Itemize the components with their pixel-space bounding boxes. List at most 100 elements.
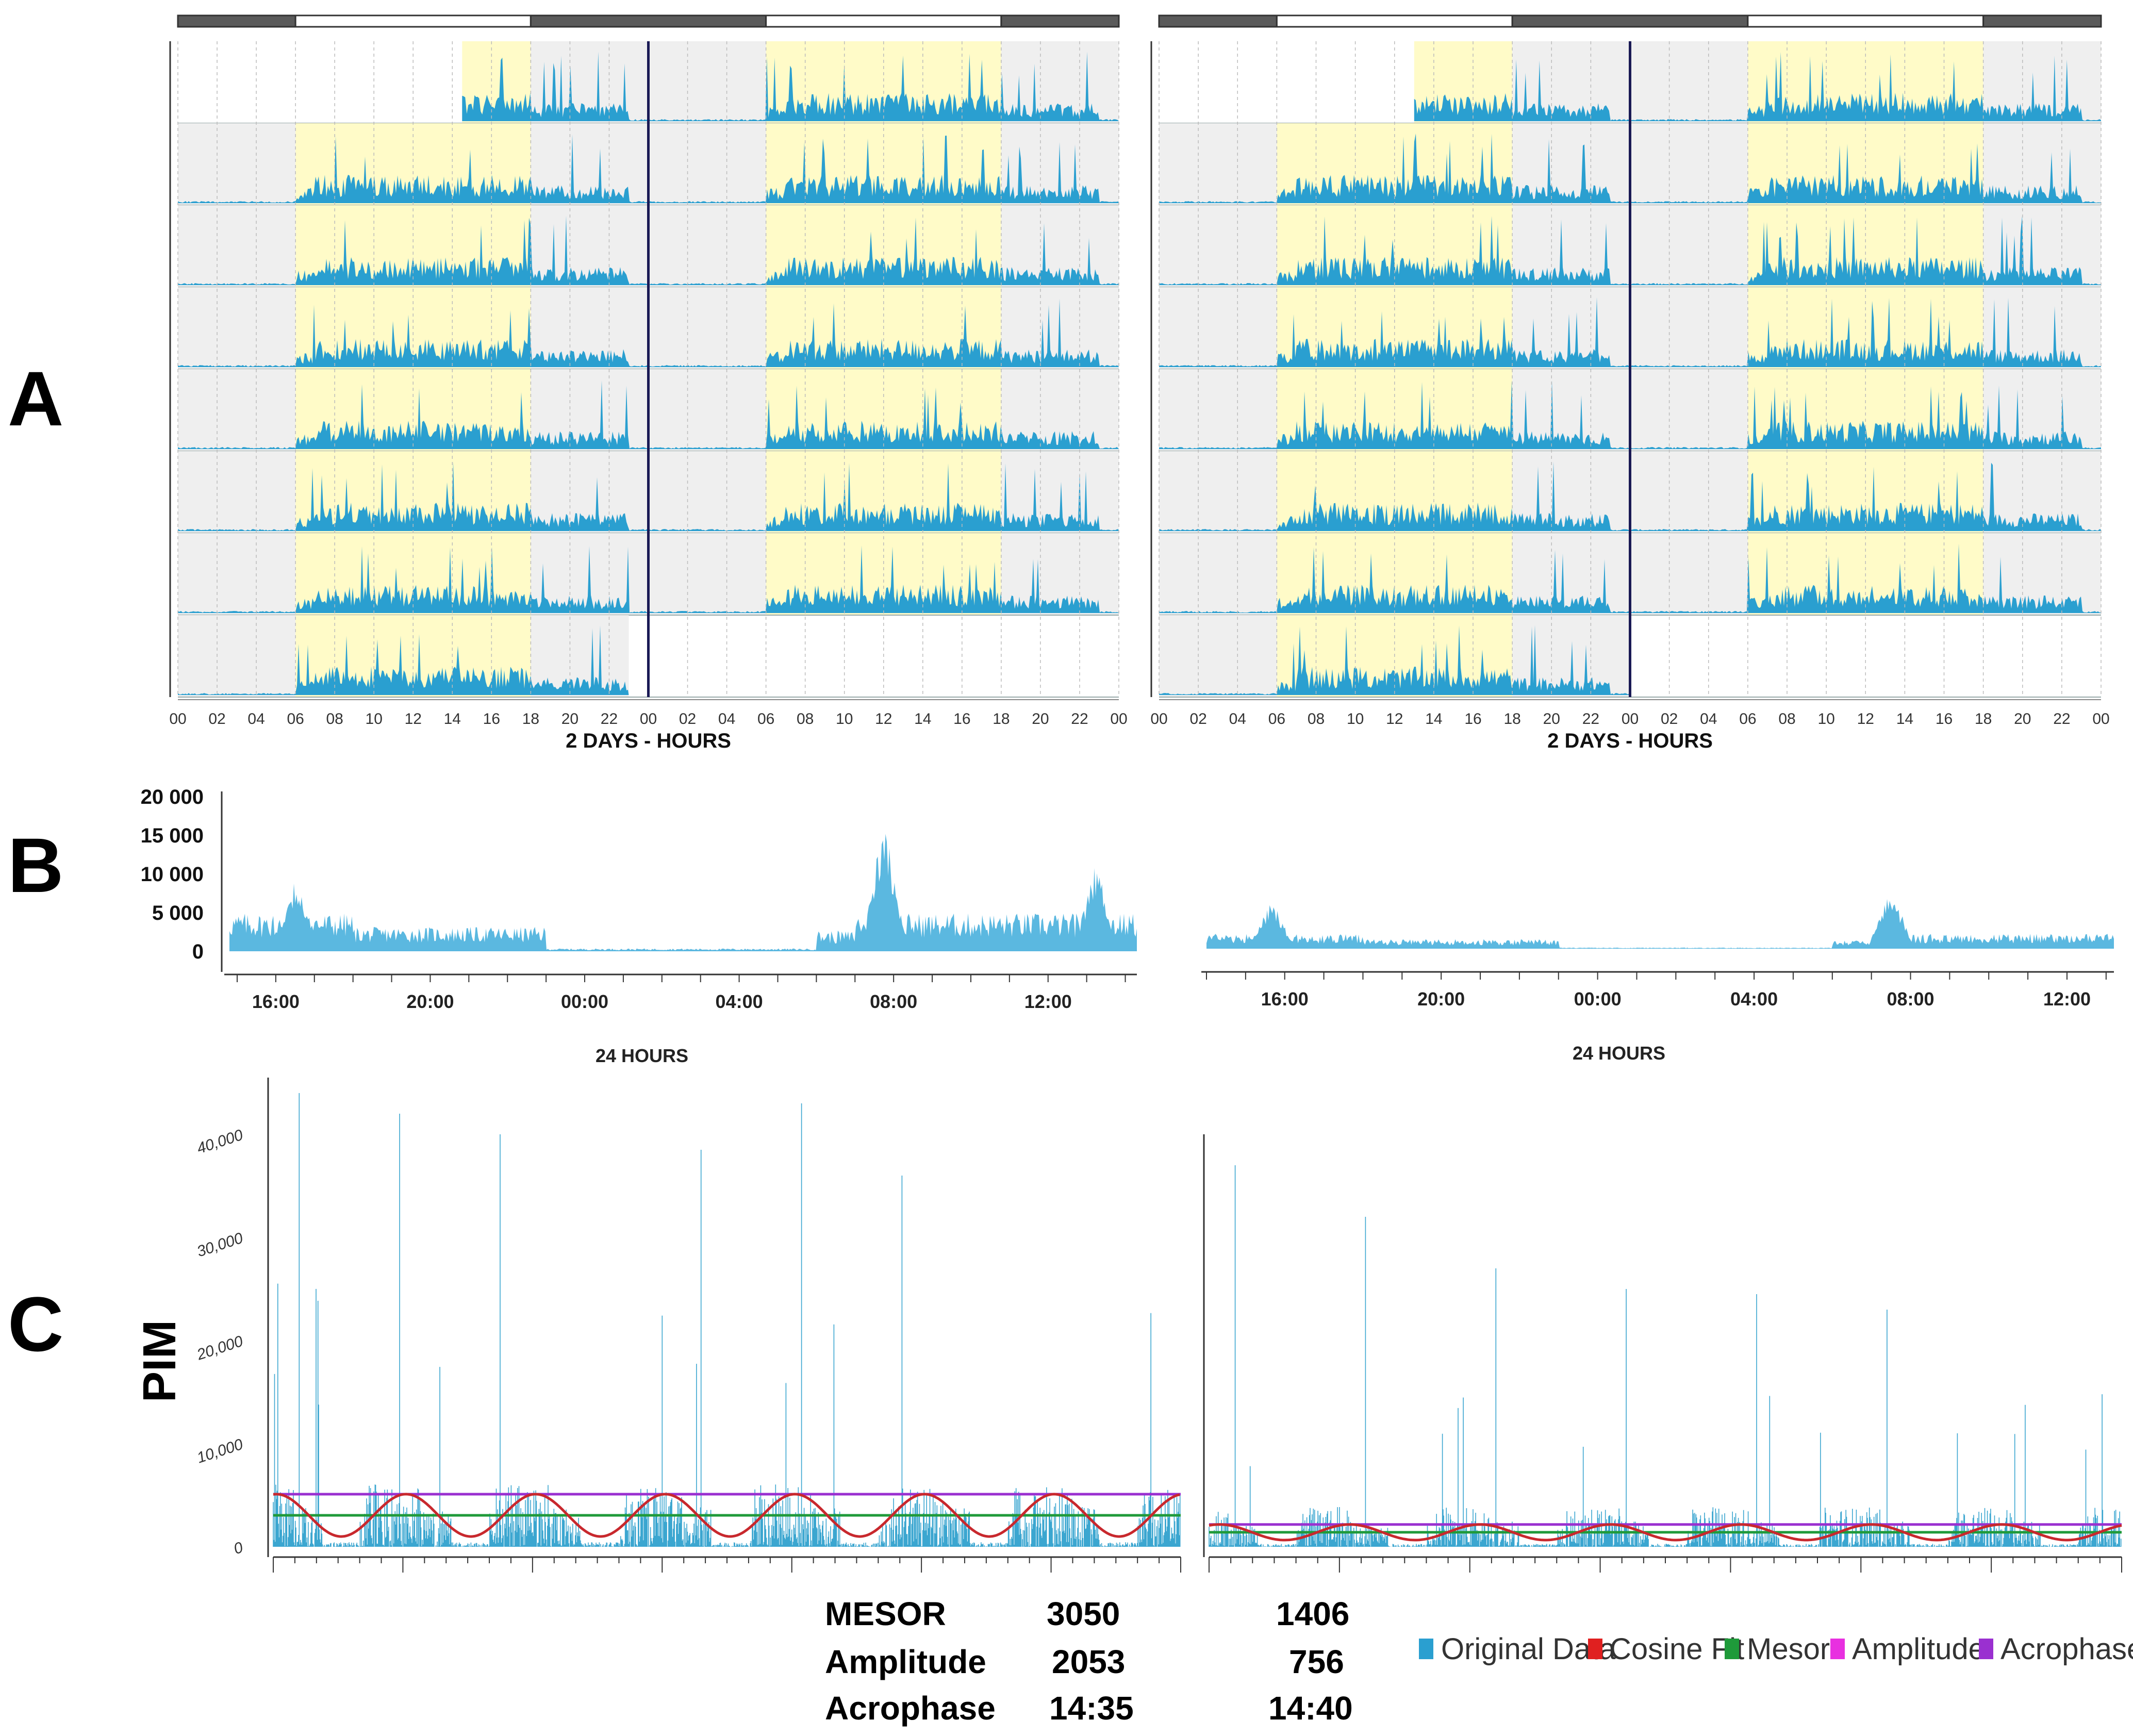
- light-dark-bar-segment: [1276, 14, 1513, 28]
- actogram-x-tick-label: 04: [718, 710, 735, 728]
- actogram-x-tick-label: 22: [2053, 710, 2070, 728]
- actogram-x-tick-label: 22: [601, 710, 618, 728]
- light-dark-bar-segment: [1511, 14, 1749, 28]
- light-dark-bar-segment: [1158, 14, 1278, 28]
- actogram-phase-shading: [178, 123, 296, 205]
- light-dark-bar-segment: [530, 14, 767, 28]
- actogram-phase-shading: [1159, 205, 1277, 287]
- light-dark-bar-segment: [1982, 14, 2102, 28]
- profile-x-tick-label: 20:00: [406, 991, 454, 1012]
- actogram-x-tick-label: 12: [1857, 710, 1874, 728]
- actogram-phase-shading: [1630, 123, 1748, 205]
- activity-profile-left: 20 000 15 000 10 000 5 000 0 16:00 20:00 00:00 0…: [141, 786, 1137, 1066]
- cosinor-y-tick-label: 20,000: [194, 1333, 245, 1364]
- actogram-phase-shading: [648, 533, 766, 615]
- actogram-phase-shading: [1630, 533, 1748, 615]
- profile-activity-area: [229, 834, 1137, 951]
- legend-label-amplitude: Amplitude: [1852, 1632, 1985, 1666]
- cosinor-plot-left: 0 10,000 20,000 30,000 40,000 PIM: [134, 1078, 1181, 1573]
- actogram-x-tick-label: 08: [1308, 710, 1325, 728]
- actogram-phase-shading: [1983, 123, 2101, 205]
- actogram-x-tick-label: 20: [1032, 710, 1049, 728]
- profile-y-tick-label: 0: [192, 940, 204, 963]
- actogram-x-tick-label: 06: [757, 710, 774, 728]
- profile-x-tick-label: 04:00: [716, 991, 763, 1012]
- actogram-phase-shading: [1001, 533, 1119, 615]
- actogram-x-tick-label: 00: [640, 710, 657, 728]
- actogram-activity-row: [462, 52, 1119, 121]
- profile-x-axis-title: 24 HOURS: [1573, 1043, 1665, 1064]
- cosinor-cosine-fit: [1209, 1523, 2122, 1542]
- profile-x-tick-label: 12:00: [2043, 988, 2091, 1010]
- actogram-x-tick-label: 14: [1896, 710, 1913, 728]
- actogram-x-tick-label: 10: [1817, 710, 1834, 728]
- profile-x-tick-label: 12:00: [1024, 991, 1072, 1012]
- actogram-x-tick-label: 16: [953, 710, 970, 728]
- actogram-x-tick-label: 08: [797, 710, 814, 728]
- actogram-phase-shading: [178, 615, 296, 697]
- actogram-x-tick-label: 20: [561, 710, 578, 728]
- cosinor-y-tick-label: 30,000: [195, 1230, 245, 1261]
- actogram-phase-shading: [1159, 369, 1277, 451]
- actogram-activity-row: [178, 625, 629, 695]
- light-dark-bar-segment: [1000, 14, 1120, 28]
- legend-swatch-mesor: [1725, 1639, 1739, 1659]
- actogram-phase-shading: [1512, 123, 1630, 205]
- actogram-x-tick-label: 14: [1425, 710, 1442, 728]
- profile-y-tick-label: 5 000: [152, 902, 204, 924]
- actogram-phase-shading: [178, 205, 296, 287]
- actogram-phase-shading: [178, 451, 296, 533]
- cosinor-original-data: [273, 1093, 1181, 1547]
- actogram-phase-shading: [1159, 533, 1277, 615]
- light-dark-bar-segment: [1747, 14, 1985, 28]
- light-dark-bar-segment: [294, 14, 532, 28]
- actogram-x-tick-label: 08: [1778, 710, 1795, 728]
- actogram-phase-shading: [1630, 41, 1748, 123]
- actogram-x-tick-label: 04: [1229, 710, 1246, 728]
- actogram-x-tick-label: 12: [875, 710, 892, 728]
- actogram-phase-shading: [1983, 41, 2101, 123]
- actogram-x-tick-label: 18: [993, 710, 1010, 728]
- cosinor-stats-table: MESOR 3050 1406 Amplitude 2053 756 Acrop…: [825, 1595, 1353, 1727]
- legend-swatch-acrophase: [1979, 1639, 1993, 1659]
- actogram-x-tick-label: 18: [1975, 710, 1992, 728]
- actogram-x-tick-label: 04: [1700, 710, 1717, 728]
- light-dark-bar-segment: [765, 14, 1002, 28]
- stat-label-acrophase: Acrophase: [825, 1690, 996, 1727]
- actogram-x-tick-label: 00: [2092, 710, 2109, 728]
- cosinor-y-tick-label: 40,000: [195, 1127, 245, 1158]
- actogram-x-tick-label: 20: [1543, 710, 1560, 728]
- actogram-phase-shading: [1983, 287, 2101, 369]
- actogram-x-tick-label: 16: [1464, 710, 1481, 728]
- profile-y-tick-label: 15 000: [141, 824, 204, 847]
- actogram-phase-shading: [178, 533, 296, 615]
- actogram-x-tick-label: 12: [1386, 710, 1403, 728]
- actogram-x-tick-label: 12: [405, 710, 422, 728]
- actogram-x-tick-label: 02: [679, 710, 696, 728]
- actogram-x-tick-label: 16: [483, 710, 500, 728]
- actogram-phase-shading: [1630, 369, 1748, 451]
- actogram-phase-shading: [1159, 123, 1277, 205]
- panel-label-a: A: [8, 355, 63, 442]
- actogram-phase-shading: [531, 287, 649, 369]
- activity-profile-right: 16:00 20:00 00:00 04:00 08:00 12:00 24 HOURS: [1201, 899, 2114, 1064]
- actogram-x-axis-title: 2 DAYS - HOURS: [1547, 730, 1713, 752]
- legend-swatch-cosine-fit: [1588, 1639, 1602, 1659]
- legend-swatch-original-data: [1419, 1639, 1433, 1659]
- actogram-x-tick-label: 00: [169, 710, 186, 728]
- profile-x-tick-label: 04:00: [1730, 988, 1778, 1010]
- actogram-activity-row: [1159, 297, 2101, 367]
- actogram-activity-row: [178, 216, 1119, 285]
- legend-swatch-amplitude: [1830, 1639, 1845, 1659]
- actogram-phase-shading: [1630, 205, 1748, 287]
- actogram-activity-row: [178, 545, 1119, 613]
- actogram-activity-row: [178, 381, 1119, 449]
- profile-y-tick-label: 10 000: [141, 863, 204, 886]
- stat-value-amplitude-right: 756: [1289, 1643, 1344, 1680]
- actogram-phase-shading: [531, 123, 649, 205]
- stat-value-amplitude-left: 2053: [1052, 1643, 1125, 1680]
- actogram-x-tick-label: 08: [326, 710, 343, 728]
- legend-label-acrophase: Acrophase: [2000, 1632, 2133, 1666]
- actogram-x-tick-label: 02: [1661, 710, 1678, 728]
